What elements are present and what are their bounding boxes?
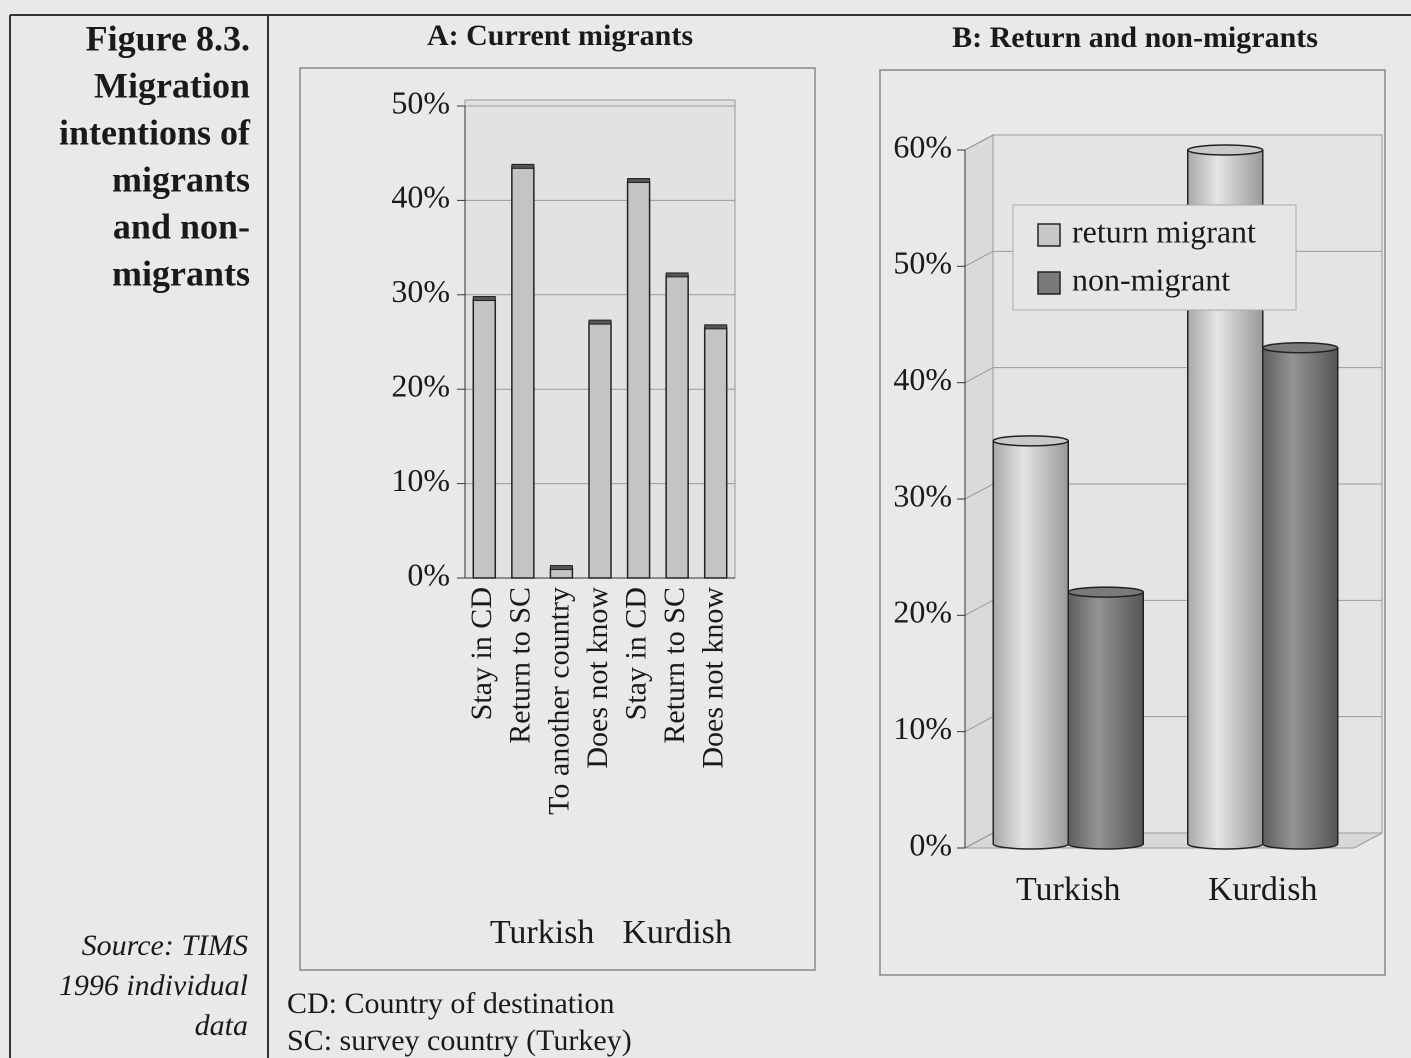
source: 1996 individual — [59, 969, 248, 1002]
figure-title: migrants — [112, 253, 250, 293]
bar-body — [703, 327, 728, 579]
y-tick-label: 0% — [909, 826, 952, 862]
legend-swatch — [1037, 271, 1061, 295]
legend: return migrant non-migrant — [1012, 204, 1297, 311]
bar-body — [472, 298, 497, 579]
bar-body — [1187, 149, 1264, 850]
legend-label: non-migrant — [1072, 261, 1230, 297]
y-tick-label: 40% — [893, 361, 952, 397]
figure-title: intentions of — [59, 112, 251, 152]
x-tick-label: Stay in CD — [465, 587, 498, 720]
bar — [665, 272, 689, 579]
x-tick-label: Does not know — [581, 587, 614, 769]
panel-title: A: Current migrants — [427, 19, 693, 52]
bar-body — [1067, 591, 1144, 850]
figure-title: Migration — [94, 65, 250, 105]
bar-top — [704, 324, 728, 330]
y-tick-label: 30% — [391, 273, 450, 309]
x-tick-label: Kurdish — [1208, 871, 1318, 908]
bar-top — [1067, 586, 1144, 598]
bar-body — [588, 322, 612, 579]
group-label: Turkish — [490, 914, 595, 951]
x-tick-label: Turkish — [1016, 871, 1121, 908]
bar-body — [626, 180, 651, 579]
bar-top — [1262, 342, 1339, 354]
bar — [992, 435, 1069, 850]
group-label: Kurdish — [622, 914, 732, 951]
bar-body — [992, 440, 1069, 850]
bar-body — [1262, 347, 1339, 850]
figure-title: and non- — [113, 206, 250, 246]
figure-title: migrants — [112, 159, 250, 199]
bar-top — [627, 178, 651, 184]
y-tick-label: 40% — [391, 179, 450, 215]
x-tick-label: Does not know — [697, 587, 730, 769]
bar — [549, 565, 574, 579]
y-tick-label: 20% — [893, 594, 952, 630]
figure-title: Figure 8.3. — [86, 18, 250, 58]
x-tick-label: Return to SC — [504, 587, 537, 744]
panel-a — [299, 67, 816, 971]
panel-b — [879, 69, 1386, 976]
x-tick-label: Return to SC — [658, 587, 691, 744]
bar — [1067, 586, 1144, 850]
bar-body — [511, 166, 535, 579]
y-tick-label: 20% — [391, 368, 450, 404]
bar-top — [549, 565, 573, 571]
y-tick-label: 30% — [893, 477, 952, 513]
bar — [588, 319, 612, 579]
bar — [626, 178, 651, 579]
y-tick-label: 0% — [407, 556, 450, 592]
legend-swatch — [1037, 223, 1061, 247]
bar — [1262, 342, 1339, 850]
y-tick-label: 60% — [893, 128, 952, 164]
bar-top — [1187, 144, 1264, 156]
bar-top — [992, 435, 1069, 447]
legend-label: return migrant — [1072, 213, 1256, 249]
y-tick-label: 50% — [391, 84, 450, 120]
bar-body — [665, 275, 689, 579]
bar-top — [665, 272, 689, 278]
y-tick-label: 10% — [391, 462, 450, 498]
y-tick-label: 50% — [893, 245, 952, 281]
bar — [703, 324, 728, 579]
bar-top — [511, 163, 535, 169]
note: CD: Country of destination — [287, 987, 614, 1020]
bar-top — [472, 296, 496, 302]
bar — [511, 163, 535, 579]
x-tick-label: Stay in CD — [619, 587, 652, 720]
panel-title: B: Return and non-migrants — [952, 21, 1318, 54]
source: data — [195, 1009, 248, 1042]
grid-line — [964, 134, 1382, 151]
x-tick-label: To another country — [542, 587, 575, 815]
bar — [1187, 144, 1264, 850]
source: Source: TIMS — [82, 929, 248, 962]
bar-top — [588, 319, 612, 325]
bar — [472, 296, 497, 579]
note: SC: survey country (Turkey) — [287, 1024, 632, 1057]
y-tick-label: 10% — [893, 710, 952, 746]
